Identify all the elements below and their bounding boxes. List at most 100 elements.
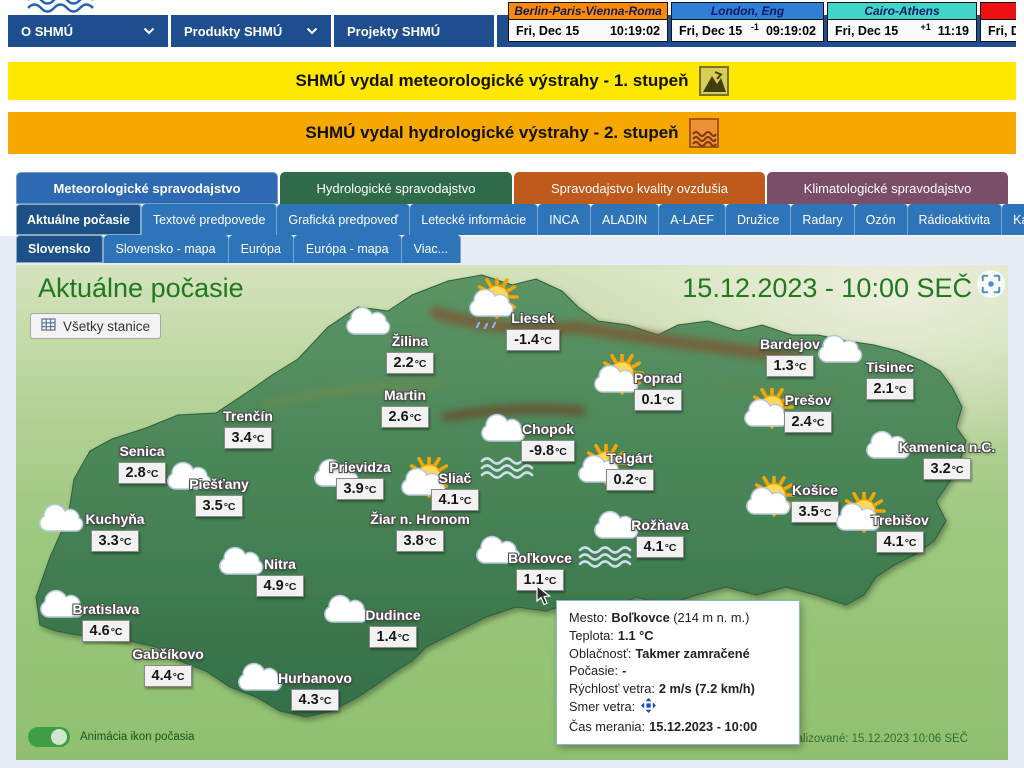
station-temperature: 2.1°C [865,378,915,400]
map-title: Aktuálne počasie [38,273,244,303]
world-clock[interactable]: Berlin-Paris-Vienna-Roma Fri, Dec 15 10:… [508,2,668,46]
nav-item[interactable]: Projekty SHMÚ [334,15,497,47]
region-tab[interactable]: Európa [228,235,294,263]
station-temperature: 3.8°C [395,530,445,552]
world-clock[interactable]: London, Eng Fri, Dec 15 -1 09:19:02 [671,2,824,46]
chevron-down-icon [306,27,318,35]
meteo-subtabs: Aktuálne počasie Textové predpovede Graf… [16,204,1024,235]
weather-map[interactable]: Aktuálne počasie 15.12.2023 - 10:00 SEČ [16,265,1008,760]
warning-banner[interactable]: SHMÚ vydal meteorologické výstrahy - 1. … [8,62,1016,100]
station-temperature: 4.4°C [143,665,193,687]
region-tab[interactable]: Európa - mapa [293,235,402,263]
tooltip-row: Počasie: - [569,663,627,679]
subtab[interactable]: Družice [725,204,792,235]
sun-cloud-icon [738,385,798,445]
nav-item-label: O SHMÚ [21,23,73,39]
station-name: Nitra [264,556,296,572]
sun-cloud-icon [830,489,890,549]
station-temperature: 3.4°C [223,427,273,449]
station-name: Košice [792,482,838,498]
clock-city [980,2,1016,19]
world-clock[interactable]: Cairo-Athens Fri, Dec 15 +1 11:19 [827,2,977,46]
subtab[interactable]: Letecké informácie [410,204,539,235]
cloud-icon [322,594,374,633]
station-temperature: -1.4°C [506,329,560,351]
cloud-icon [344,306,396,345]
section-tab[interactable]: Hydrologické spravodajstvo [280,172,512,204]
station-temperature: 3.5°C [194,495,244,517]
meteo-warning-icon [698,66,729,96]
section-tab[interactable]: Meteorologické spravodajstvo [16,172,278,204]
subtab[interactable]: Rádioaktivita [907,204,1003,235]
subtab[interactable]: Radary [791,204,855,235]
mouse-cursor [534,584,552,612]
station-name: Poprad [633,370,683,386]
nav-item-label: Projekty SHMÚ [347,23,441,39]
fullscreen-icon[interactable] [977,270,1005,298]
tooltip-row: Oblačnosť: Takmer zamračené [569,645,750,661]
station-temperature: 1.3°C [765,355,815,377]
station-name: Boľkovce [508,550,572,566]
cloud-icon [479,413,531,452]
cloud-icon [592,510,644,549]
tooltip-row: Smer vetra: [569,697,787,718]
subtab[interactable]: Kamery [1002,204,1024,235]
clock-utc-offset: -1 [750,22,759,32]
tooltip-row: Teplota: 1.1 °C [569,627,654,643]
nav-item[interactable]: O SHMÚ [8,15,171,47]
station-temperature: 4.1°C [875,531,925,553]
station-temperature: 4.1°C [430,489,480,511]
station-name: Bardejov [760,336,820,352]
shmu-waves-logo[interactable] [26,0,102,19]
animation-toggle[interactable] [28,727,70,747]
station-temperature: 4.9°C [255,575,305,597]
subtab[interactable]: INCA [538,204,592,235]
station-temperature: 4.1°C [635,536,685,558]
station-name: Bratislava [72,601,140,617]
all-stations-button[interactable]: Všetky stanice [30,313,162,339]
subtab[interactable]: Grafická predpoveď [277,204,411,235]
subtab[interactable]: Ozón [854,204,908,235]
section-tab[interactable]: Klimatologické spravodajstvo [767,172,1008,204]
station-name: Telgárt [607,450,653,466]
subtab[interactable]: ALADIN [591,204,660,235]
section-tab[interactable]: Spravodajstvo kvality ovzdušia [514,172,765,204]
cloud-icon [38,589,90,628]
warning-banner[interactable]: SHMÚ vydal hydrologické výstrahy - 2. st… [8,112,1016,154]
station-name: Tisinec [866,359,914,375]
last-updated-text: Aktualizované: 15.12.2023 10:06 SEČ [773,733,968,745]
station-name: Dudince [365,607,421,623]
station-tooltip: Mesto: Boľkovce (214 m n. m.) Teplota: 1.1… [556,600,800,745]
station-name: Chopok [521,421,575,437]
subtab[interactable]: Textové predpovede [141,204,278,235]
station-temperature: 3.3°C [90,530,140,552]
grid-icon [41,318,56,334]
region-tab[interactable]: Viac... [401,235,462,263]
region-tabs: Slovensko Slovensko - mapa Európa Európa… [16,235,462,263]
subtab[interactable]: Aktuálne počasie [16,204,142,235]
warning-banner-text: SHMÚ vydal hydrologické výstrahy - 2. st… [305,123,679,142]
station-name: Kuchyňa [85,511,145,527]
section-tabs: Meteorologické spravodajstvo Hydrologick… [16,172,1008,204]
station-temperature: 1.4°C [368,626,418,648]
station-temperature: 4.3°C [290,689,340,711]
subtab[interactable]: A-LAEF [659,204,726,235]
station-name: Rožňava [631,517,689,533]
clock-city: London, Eng [671,2,824,19]
wind-direction-icon [641,697,657,718]
station-name: Hurbanovo [278,670,352,686]
sun-cloud-rain-icon [463,275,523,335]
station-name: Piešťany [189,476,249,492]
sun-cloud-icon [740,473,800,533]
chevron-down-icon [143,27,155,35]
world-clocks: Berlin-Paris-Vienna-Roma Fri, Dec 15 10:… [508,2,1016,46]
cloud-icon [816,334,868,373]
nav-item[interactable]: Produkty SHMÚ [171,15,334,47]
fog-icon [578,546,638,573]
clock-city: Cairo-Athens [827,2,977,19]
region-tab[interactable]: Slovensko [16,235,104,263]
world-clock[interactable]: Fri, Dec [980,2,1016,46]
region-tab[interactable]: Slovensko - mapa [103,235,229,263]
clock-time-row: Fri, Dec 15 -1 09:19:02 [671,19,824,42]
